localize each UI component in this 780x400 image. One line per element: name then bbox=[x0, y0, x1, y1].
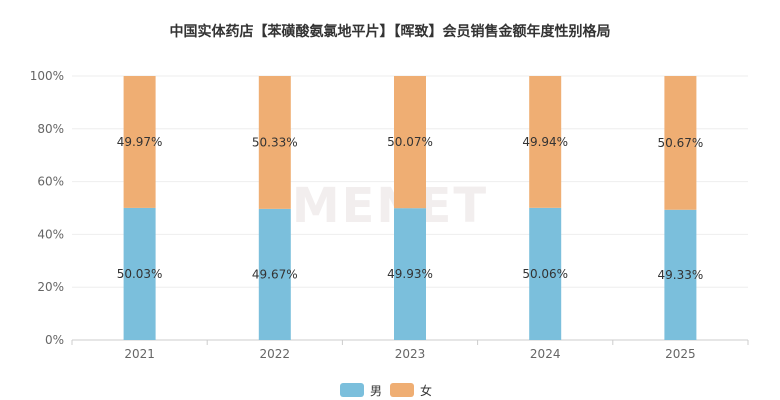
x-tick-label: 2022 bbox=[260, 347, 291, 361]
data-label: 49.97% bbox=[117, 135, 163, 149]
legend: 男女 bbox=[340, 383, 432, 398]
x-tick-label: 2021 bbox=[124, 347, 155, 361]
legend-swatch bbox=[340, 383, 364, 397]
data-label: 50.03% bbox=[117, 267, 163, 281]
y-tick-label: 0% bbox=[45, 333, 64, 347]
x-axis: 2021 2022 2023 2024 2025 bbox=[71, 340, 749, 361]
data-label: 49.33% bbox=[658, 268, 704, 282]
y-tick-label: 60% bbox=[37, 175, 64, 189]
bar-segment-女-2023[interactable] bbox=[394, 76, 426, 209]
bar-segment-女-2022[interactable] bbox=[258, 76, 291, 209]
x-tick-label: 2025 bbox=[665, 347, 696, 361]
legend-label: 女 bbox=[420, 383, 432, 398]
y-tick-label: 80% bbox=[37, 122, 64, 136]
y-axis: 0% 20% 40% 60% 80% 100% bbox=[30, 69, 64, 347]
data-label: 50.07% bbox=[387, 135, 433, 149]
bar-segment-男-2023[interactable] bbox=[394, 208, 426, 340]
watermark: MENET bbox=[292, 178, 488, 234]
bars bbox=[123, 76, 697, 340]
data-label: 50.67% bbox=[658, 136, 704, 150]
legend-item-男[interactable]: 男 bbox=[340, 383, 382, 398]
legend-item-女[interactable]: 女 bbox=[390, 383, 432, 398]
bar-segment-男-2025[interactable] bbox=[664, 209, 697, 340]
y-tick-label: 40% bbox=[37, 227, 64, 241]
legend-swatch bbox=[390, 383, 414, 397]
y-tick-label: 100% bbox=[30, 69, 64, 83]
x-tick-label: 2023 bbox=[395, 347, 426, 361]
bar-segment-女-2021[interactable] bbox=[123, 76, 156, 208]
bar-segment-女-2024[interactable] bbox=[529, 76, 562, 208]
bar-segment-女-2025[interactable] bbox=[664, 76, 697, 210]
data-label: 50.33% bbox=[252, 135, 298, 149]
legend-label: 男 bbox=[370, 384, 382, 398]
bar-segment-男-2022[interactable] bbox=[258, 208, 291, 340]
data-labels: 50.03% 49.97% 49.67% 50.33% 49.93% 50.07% 50.0… bbox=[117, 135, 704, 282]
bar-segment-男-2024[interactable] bbox=[529, 207, 562, 340]
data-label: 50.06% bbox=[522, 267, 568, 281]
y-tick-label: 20% bbox=[37, 280, 64, 294]
data-label: 49.67% bbox=[252, 267, 298, 281]
data-label: 49.93% bbox=[387, 267, 433, 281]
x-tick-label: 2024 bbox=[530, 347, 561, 361]
chart-title: 中国实体药店【苯磺酸氨氯地平片】【晖致】会员销售金额年度性别格局 bbox=[170, 23, 611, 40]
data-label: 49.94% bbox=[522, 135, 568, 149]
bar-segment-男-2021[interactable] bbox=[123, 207, 156, 340]
